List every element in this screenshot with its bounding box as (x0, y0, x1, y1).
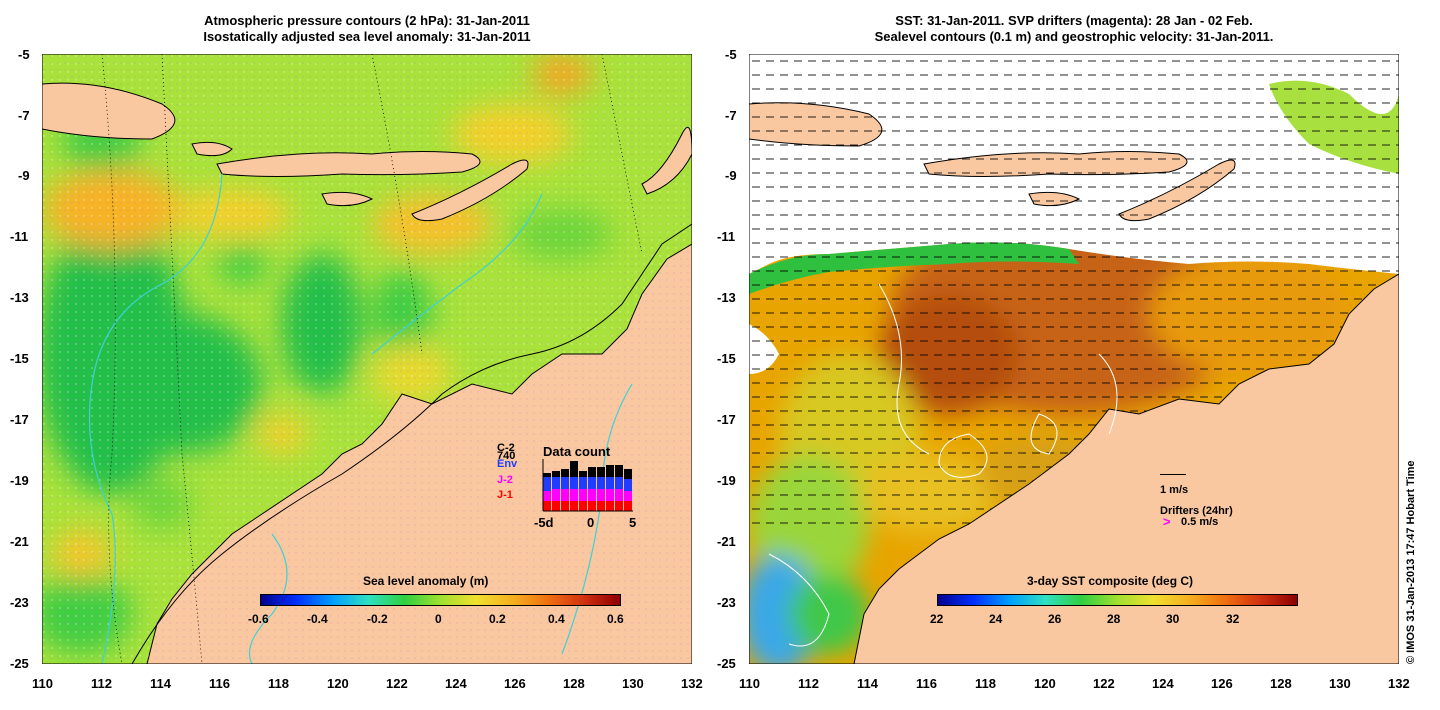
left-xtick: 116 (209, 676, 230, 691)
left-cb-tick-2: -0.2 (367, 612, 388, 626)
right-cb-tick-5: 32 (1226, 612, 1240, 626)
data-count-stack (543, 461, 632, 511)
right-ytick: -25 (717, 656, 736, 671)
right-ytick: -17 (717, 412, 736, 427)
left-cb-tick-3: 0 (435, 612, 442, 626)
legend-xtick-0: -5d (534, 515, 554, 530)
right-ytick: -5 (725, 47, 737, 62)
tanimbar-island (641, 126, 692, 195)
right-xtick: 126 (1211, 676, 1233, 691)
sealevel-contours (768, 283, 1118, 647)
right-ytick: -7 (725, 108, 737, 123)
left-xtick: 124 (445, 676, 467, 691)
right-cb-tick-1: 24 (989, 612, 1003, 626)
right-title-line1: SST: 31-Jan-2011. SVP drifters (magenta)… (895, 13, 1253, 28)
left-ytick: -7 (18, 108, 30, 123)
left-xtick: 132 (681, 676, 703, 691)
left-ytick: -17 (10, 412, 29, 427)
right-xtick: 116 (916, 676, 937, 691)
legend-xtick-2: 5 (629, 515, 637, 530)
left-ytick: -21 (10, 534, 29, 549)
right-xtick: 110 (739, 676, 760, 691)
right-cb-tick-3: 28 (1107, 612, 1121, 626)
left-xtick: 118 (268, 676, 289, 691)
left-xtick: 112 (91, 676, 112, 691)
right-ytick: -9 (725, 168, 737, 183)
drifter-arrow-glyph: > (1163, 514, 1171, 529)
left-ytick: -9 (18, 168, 30, 183)
data-count-bars (542, 459, 633, 512)
drifters-label: Drifters (24hr) (1160, 505, 1233, 517)
bali-lombok-island (191, 141, 233, 157)
right-xtick: 114 (857, 676, 878, 691)
left-ytick: -19 (10, 473, 29, 488)
timor-island (411, 159, 529, 222)
legend-series-j2: J-2 (497, 474, 513, 486)
sumba-island (321, 191, 374, 207)
left-cb-tick-0: -0.6 (248, 612, 269, 626)
left-cb-tick-1: -0.4 (307, 612, 328, 626)
left-colorbar-title: Sea level anomaly (m) (363, 574, 489, 588)
right-cb-tick-2: 26 (1048, 612, 1062, 626)
left-xtick: 110 (32, 676, 53, 691)
right-ytick: -15 (717, 351, 736, 366)
left-title-line2: Isostatically adjusted sea level anomaly… (203, 29, 531, 44)
right-cb-tick-0: 22 (930, 612, 944, 626)
left-ytick: -23 (10, 595, 29, 610)
left-ytick: -13 (10, 290, 29, 305)
velocity-scale-label: 1 m/s (1160, 484, 1189, 496)
right-sst-map (749, 54, 1399, 664)
left-ytick: -25 (10, 656, 29, 671)
right-ytick: -11 (717, 229, 736, 244)
right-xtick: 120 (1034, 676, 1056, 691)
legend-series-env: Env (497, 458, 518, 470)
sumbawa-flores-island (216, 151, 481, 177)
left-ytick: -11 (10, 229, 29, 244)
left-xtick: 120 (327, 676, 349, 691)
left-title-line1: Atmospheric pressure contours (2 hPa): 3… (204, 13, 530, 28)
right-xtick: 124 (1152, 676, 1174, 691)
left-ytick: -5 (18, 47, 30, 62)
right-xtick: 128 (1270, 676, 1292, 691)
right-xtick: 112 (798, 676, 819, 691)
left-xtick: 126 (504, 676, 526, 691)
java-island (42, 82, 176, 140)
right-cb-tick-4: 30 (1166, 612, 1180, 626)
right-colorbar (937, 594, 1298, 606)
copyright-label: © IMOS 31-Jan-2013 17:47 Hobart Time (1405, 460, 1417, 664)
left-ytick: -15 (10, 351, 29, 366)
right-xtick: 118 (975, 676, 996, 691)
right-ytick: -23 (717, 595, 736, 610)
right-ytick: -21 (717, 534, 736, 549)
left-xtick: 128 (563, 676, 585, 691)
left-xtick: 130 (622, 676, 644, 691)
right-colorbar-title: 3-day SST composite (deg C) (1027, 574, 1194, 588)
legend-series-j1: J-1 (497, 489, 513, 501)
legend-series-c2: C-2 (497, 442, 515, 454)
right-xtick: 132 (1388, 676, 1410, 691)
right-xtick: 130 (1329, 676, 1351, 691)
pressure-contours (101, 54, 643, 664)
legend-title: Data count (543, 444, 611, 459)
left-cb-tick-6: 0.6 (607, 612, 624, 626)
left-xtick: 122 (386, 676, 408, 691)
right-ytick: -19 (717, 473, 736, 488)
right-title-line2: Sealevel contours (0.1 m) and geostrophi… (874, 29, 1274, 44)
right-xtick: 122 (1093, 676, 1115, 691)
left-colorbar (260, 594, 621, 606)
legend-series-740: 740 (497, 450, 516, 462)
left-cb-tick-4: 0.2 (489, 612, 506, 626)
left-sla-map (42, 54, 692, 664)
left-xtick: 114 (150, 676, 171, 691)
right-ytick: -13 (717, 290, 736, 305)
legend-xtick-1: 0 (587, 515, 595, 530)
left-cb-tick-5: 0.4 (548, 612, 565, 626)
drifter-scale-label: 0.5 m/s (1181, 516, 1219, 528)
velocity-scale-arrow (1160, 474, 1186, 475)
